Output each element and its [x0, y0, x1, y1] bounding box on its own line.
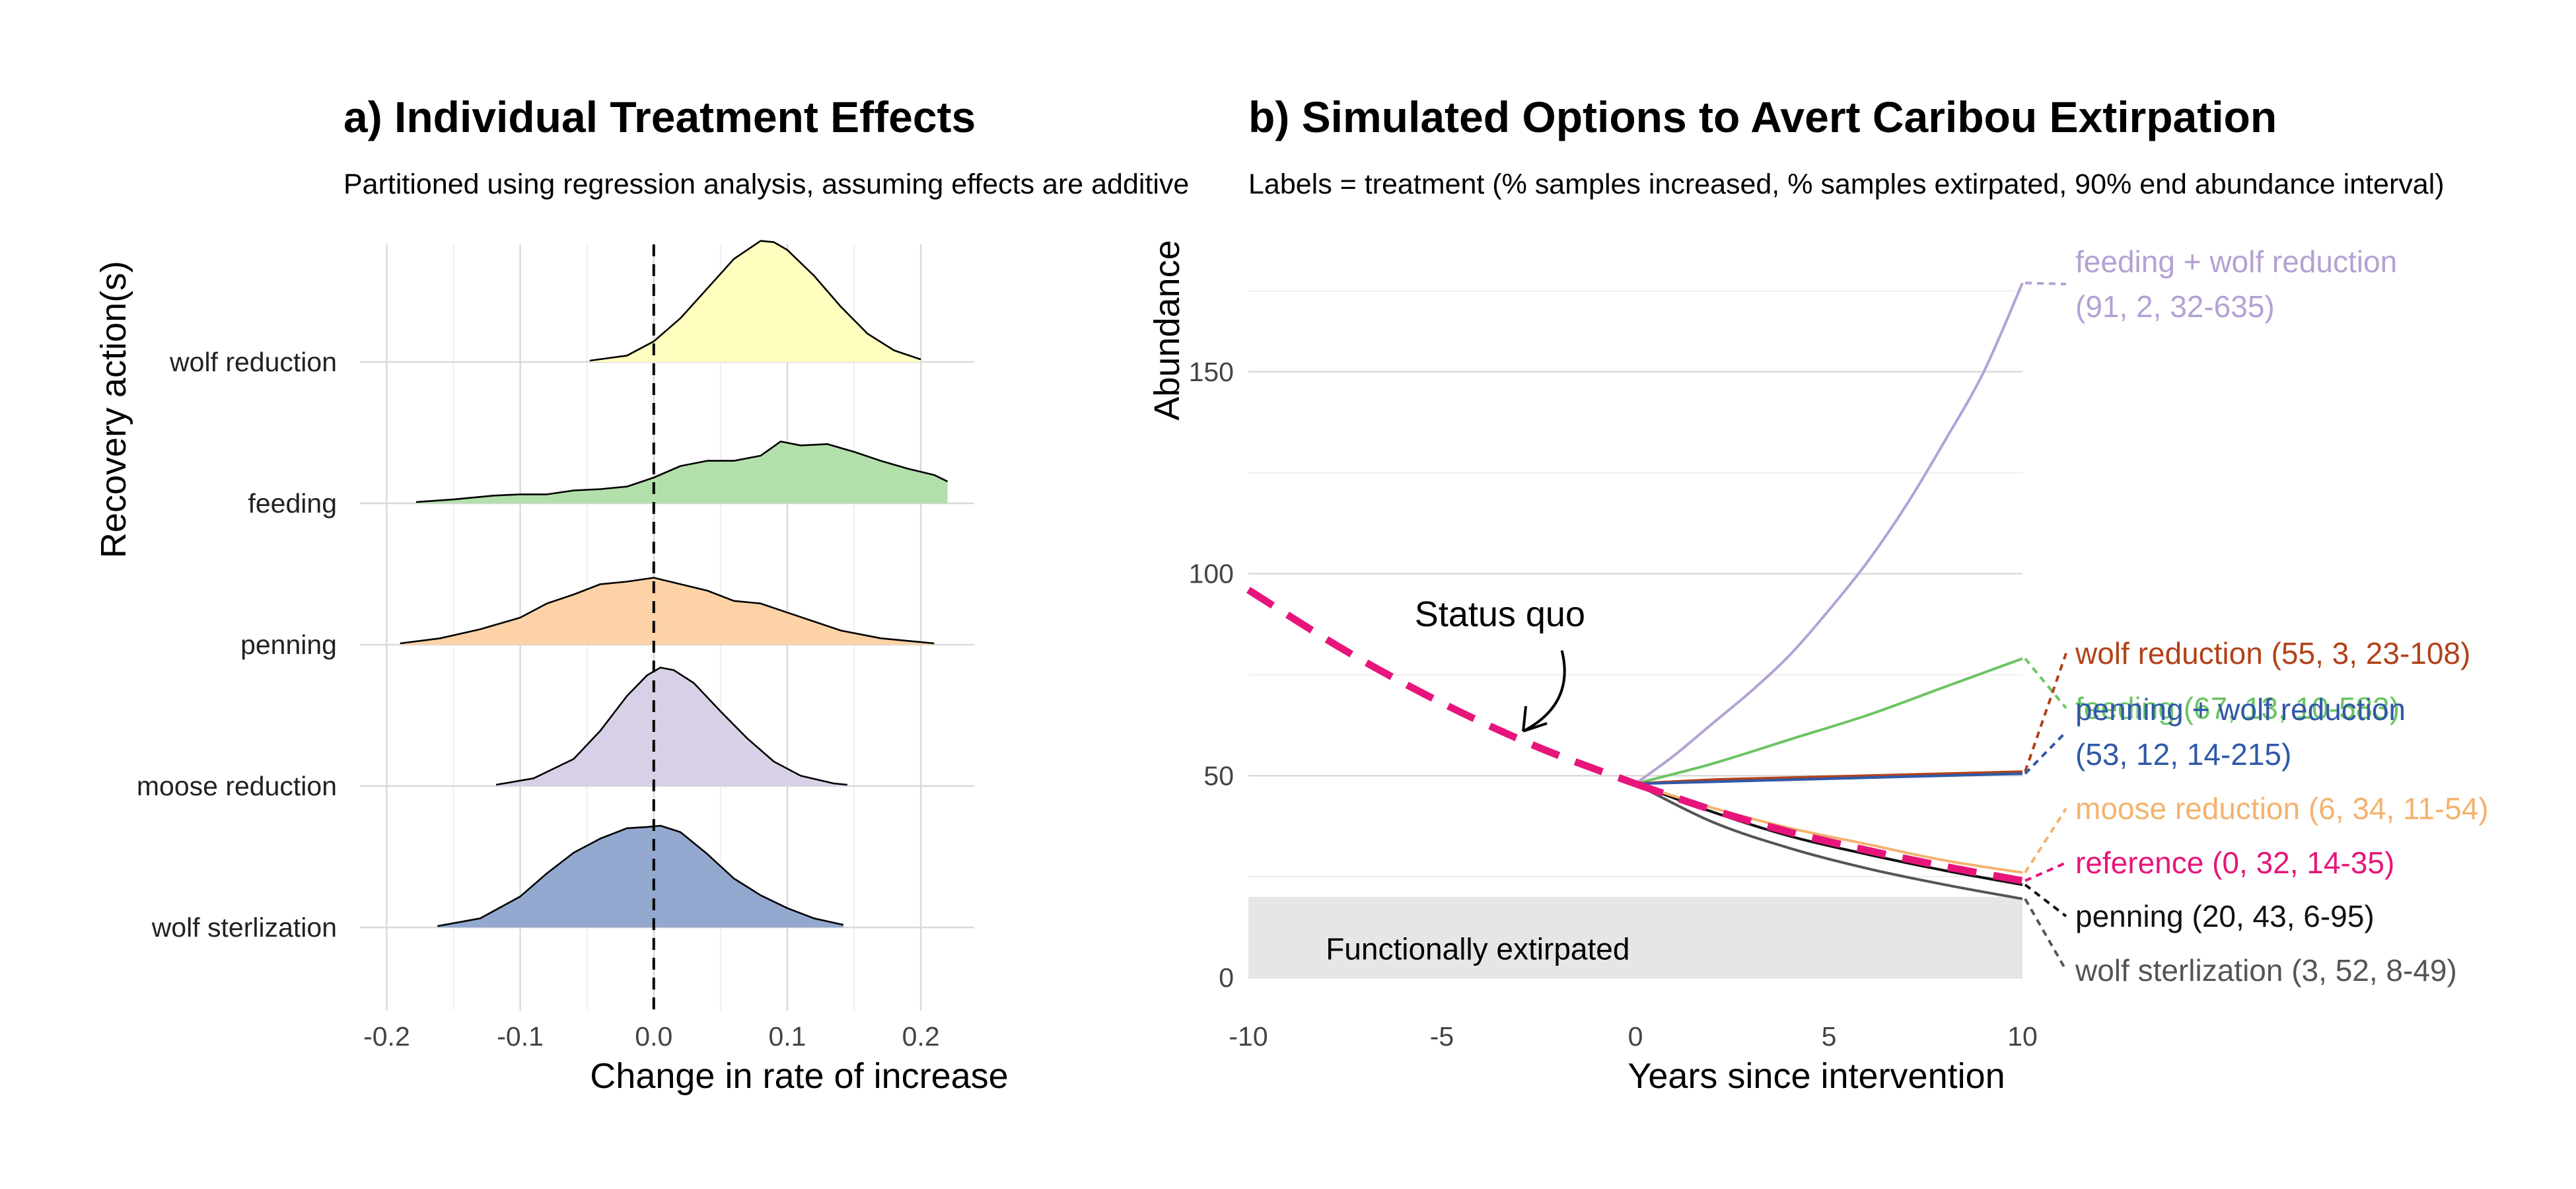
- end-label-feeding-wolf-reduction: feeding + wolf reduction: [2075, 244, 2397, 279]
- category-label-moose-reduction: moose reduction: [137, 771, 337, 801]
- panel-a-ridges: [400, 240, 948, 927]
- category-label-wolf-reduction: wolf reduction: [169, 347, 337, 377]
- leader-wolf-sterlization: [2024, 898, 2067, 971]
- panel-b-label-leaders: [2024, 281, 2067, 971]
- panel-b-y-tick: 100: [1189, 559, 1234, 589]
- line-wolf-reduction: [1635, 770, 2023, 785]
- end-label-feeding: feeding (67, 13, 10-583): [2075, 691, 2400, 725]
- panel-b-end-labels: feeding + wolf reduction (91, 2, 32-635) f…: [2075, 244, 2489, 988]
- panel-b-x-tick: 10: [2007, 1021, 2038, 1052]
- panel-b-x-tick: -5: [1430, 1021, 1454, 1052]
- panel-b-x-axis-title: Years since intervention: [1628, 1056, 2005, 1096]
- leader-feeding: [2024, 657, 2067, 709]
- panel-b-x-tick: -10: [1229, 1021, 1268, 1052]
- category-label-wolf-sterlization: wolf sterlization: [151, 912, 337, 943]
- end-label-wolf-reduction: wolf reduction (55, 3, 23-108): [2075, 636, 2470, 670]
- end-label-reference: reference (0, 32, 14-35): [2075, 846, 2394, 880]
- panel-a-subtitle: Partitioned using regression analysis, a…: [343, 168, 1189, 200]
- end-label-penning: penning (20, 43, 6-95): [2075, 899, 2375, 933]
- line-feeding: [1635, 657, 2023, 785]
- ridge-feeding: [415, 441, 948, 503]
- end-label-penning-wolf-reduction: (53, 12, 14-215): [2075, 737, 2291, 772]
- end-label-penning-wolf-reduction: penning + wolf reduction: [2075, 692, 2406, 727]
- end-label-feeding-wolf-reduction: (91, 2, 32-635): [2075, 289, 2275, 324]
- panel-b-subtitle: Labels = treatment (% samples increased,…: [1248, 168, 2445, 200]
- ridge-penning: [400, 577, 935, 645]
- end-label-moose-reduction: moose reduction (6, 34, 11-54): [2075, 791, 2489, 826]
- leader-wolf-reduction: [2024, 653, 2067, 772]
- category-label-feeding: feeding: [248, 488, 337, 519]
- panel-b-y-axis-title: Abundance: [1147, 240, 1187, 420]
- panel-a-x-tick: -0.1: [497, 1021, 544, 1052]
- line-penning-wolf-reduction: [1635, 772, 2023, 785]
- leader-penning-wolf-reduction: [2024, 731, 2067, 775]
- ridge-outline-penning: [400, 577, 935, 645]
- leader-penning: [2024, 883, 2067, 918]
- status-quo-annotation: Status quo: [1415, 594, 1585, 634]
- leader-reference: [2024, 861, 2067, 883]
- panel-b-x-tick: 5: [1822, 1021, 1837, 1052]
- panel-a-title: a) Individual Treatment Effects: [343, 92, 976, 141]
- status-quo-arrow: [1522, 650, 1566, 733]
- line-status-quo-history: [1246, 587, 1637, 787]
- extirpation-label: Functionally extirpated: [1326, 931, 1629, 966]
- panel-a-x-tick: 0.0: [635, 1021, 672, 1052]
- panel-b-y-tick: 150: [1189, 357, 1234, 387]
- ridge-outline-wolf-reduction: [589, 240, 921, 362]
- line-wolf-sterlization: [1635, 782, 2023, 900]
- panel-a-x-tick: 0.1: [768, 1021, 806, 1052]
- panel-b-y-tick: 50: [1203, 760, 1234, 791]
- panel-b-title: b) Simulated Options to Avert Caribou Ex…: [1248, 92, 2277, 141]
- leader-moose-reduction: [2024, 807, 2067, 874]
- panel-b-y-tick: 0: [1219, 962, 1234, 993]
- panel-b-x-tick: 0: [1628, 1021, 1643, 1052]
- panel-a-x-tick: 0.2: [902, 1021, 940, 1052]
- end-label-wolf-sterlization: wolf sterlization (3, 52, 8-49): [2075, 953, 2457, 988]
- panel-a-x-tick: -0.2: [363, 1021, 410, 1052]
- category-label-penning: penning: [240, 630, 337, 660]
- line-reference: [1634, 780, 2023, 884]
- ridge-outline-moose-reduction: [495, 667, 848, 786]
- ridge-wolf-reduction: [589, 240, 921, 362]
- ridge-wolf-sterlization: [437, 826, 843, 927]
- panel-a-y-axis-title: Recovery action(s): [94, 261, 133, 558]
- panel-a: a) Individual Treatment Effects Partitio…: [94, 92, 1189, 1096]
- panel-a-category-labels: wolf reduction feeding penning moose reduct…: [137, 347, 337, 943]
- ridge-moose-reduction: [496, 667, 847, 786]
- panel-a-x-axis-title: Change in rate of increase: [590, 1056, 1008, 1096]
- ridge-outline-feeding: [415, 441, 948, 503]
- panel-b: b) Simulated Options to Avert Caribou Ex…: [1147, 92, 2489, 1096]
- extirpation-zone: [1248, 896, 2022, 978]
- panel-b-lines: [1246, 282, 2024, 900]
- panel-a-x-ticks: -0.2 -0.1 0.0 0.1 0.2: [363, 1021, 940, 1052]
- line-feeding-wolf-reduction: [1634, 282, 2024, 785]
